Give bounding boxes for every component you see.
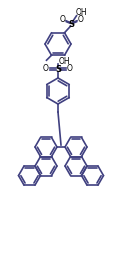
Text: O: O <box>67 64 73 73</box>
Text: S: S <box>55 66 61 74</box>
Text: OH: OH <box>59 56 71 66</box>
Text: OH: OH <box>76 8 87 17</box>
Text: O: O <box>60 15 65 24</box>
Text: O: O <box>78 15 83 24</box>
Text: O: O <box>43 64 49 73</box>
Text: S: S <box>68 20 75 29</box>
